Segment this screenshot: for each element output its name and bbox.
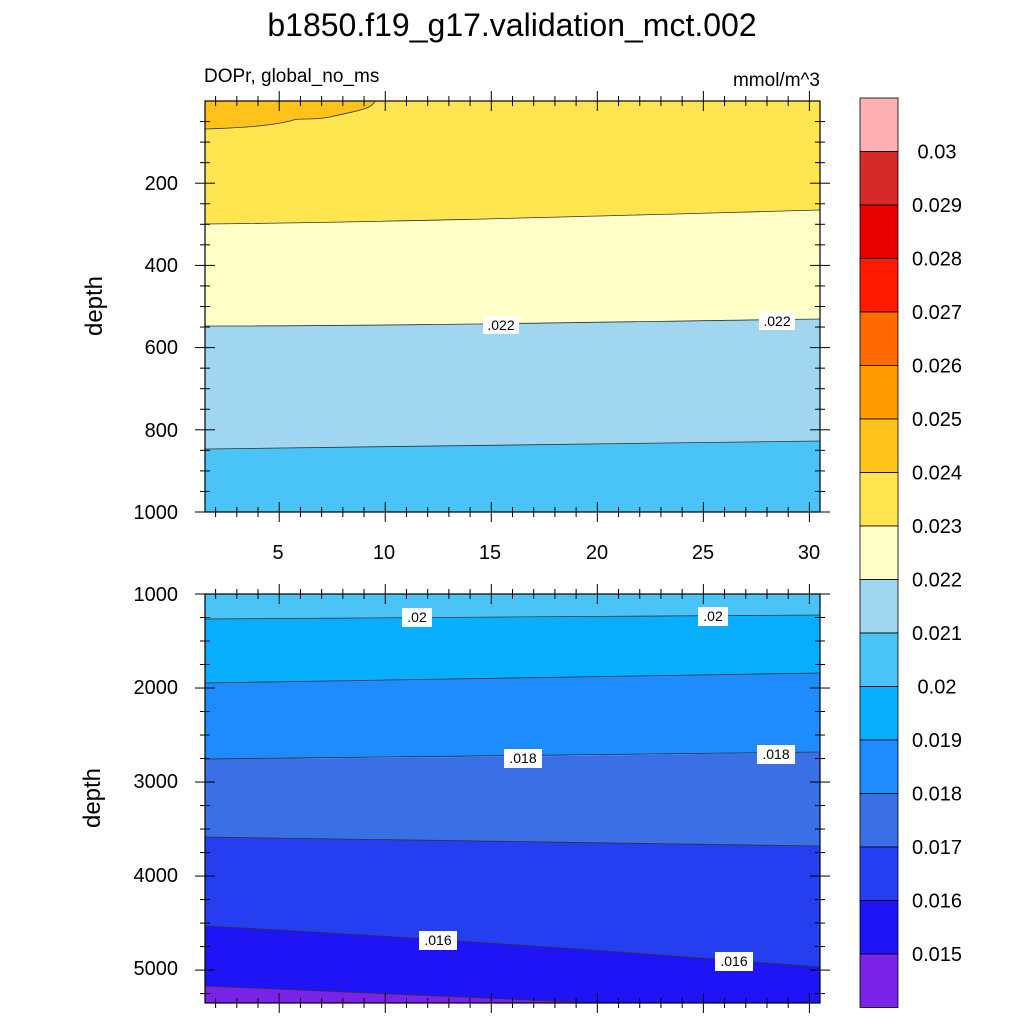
colorbar-swatch bbox=[859, 472, 899, 527]
colorbar-label: 0.026 bbox=[912, 356, 962, 378]
band-0.02-0.021-top bbox=[205, 441, 820, 512]
colorbar-label: 0.018 bbox=[912, 784, 962, 806]
x-tick-label: 25 bbox=[692, 542, 714, 564]
contour-label: .018 bbox=[757, 745, 795, 764]
colorbar-swatch bbox=[859, 953, 899, 1008]
contour-label: .016 bbox=[419, 931, 457, 950]
y-tick-label: 400 bbox=[145, 255, 178, 277]
svg-text:.018: .018 bbox=[762, 746, 789, 762]
colorbar-swatch bbox=[859, 579, 899, 634]
y-tick-label: 600 bbox=[145, 337, 178, 359]
contour-label: .016 bbox=[715, 952, 753, 971]
bottom-contour-fills bbox=[205, 594, 820, 1003]
figure-title: b1850.f19_g17.validation_mct.002 bbox=[267, 7, 756, 43]
y-tick-label: 4000 bbox=[134, 865, 179, 887]
band-0.018-0.019 bbox=[205, 673, 820, 759]
colorbar-swatch bbox=[859, 204, 899, 259]
x-tick-label: 10 bbox=[373, 542, 395, 564]
x-tick-label: 5 bbox=[272, 542, 283, 564]
colorbar-swatch bbox=[859, 311, 899, 366]
top-y-axis-label: depth bbox=[81, 276, 108, 336]
band-0.023-0.024-top bbox=[205, 101, 820, 224]
colorbar-label: 0.019 bbox=[912, 730, 962, 752]
bottom-y-axis-label: depth bbox=[79, 768, 106, 828]
svg-text:.02: .02 bbox=[703, 608, 723, 624]
colorbar-label: 0.028 bbox=[912, 249, 962, 271]
bottom-y-tick-labels: 1000 2000 3000 4000 5000 bbox=[134, 584, 179, 980]
svg-text:.016: .016 bbox=[424, 932, 451, 948]
x-tick-label: 20 bbox=[586, 542, 608, 564]
band-0.017-0.018 bbox=[205, 752, 820, 846]
contour-label: .022 bbox=[483, 316, 519, 334]
y-tick-label: 3000 bbox=[134, 771, 179, 793]
colorbar-label: 0.027 bbox=[912, 302, 962, 324]
colorbar-label: 0.024 bbox=[912, 463, 962, 485]
colorbar-label: 0.025 bbox=[912, 409, 962, 431]
colorbar-swatch bbox=[859, 97, 899, 152]
svg-text:.022: .022 bbox=[487, 317, 514, 333]
colorbar-label: 0.03 bbox=[918, 142, 957, 164]
colorbar-label: 0.023 bbox=[912, 516, 962, 538]
band-0.02-0.021-bottom bbox=[205, 594, 820, 619]
contour-label: .02 bbox=[698, 607, 728, 626]
colorbar-swatch bbox=[859, 258, 899, 313]
y-tick-label: 1000 bbox=[134, 502, 179, 524]
y-tick-label: 1000 bbox=[134, 584, 179, 606]
subtitle-left: DOPr, global_no_ms bbox=[204, 66, 379, 87]
bottom-contour-labels: .02 .02 .018 .018 .016 .016 bbox=[402, 607, 795, 971]
subtitle-right: mmol/m^3 bbox=[733, 70, 820, 91]
colorbar-swatch bbox=[859, 632, 899, 687]
contour-label: .02 bbox=[402, 608, 432, 627]
y-tick-label: 2000 bbox=[134, 677, 179, 699]
svg-text:.02: .02 bbox=[407, 609, 427, 625]
top-x-tick-labels: 5 10 15 20 25 30 bbox=[272, 542, 820, 564]
colorbar-swatch bbox=[859, 418, 899, 473]
colorbar-swatch bbox=[859, 151, 899, 206]
band-0.024-0.025-top bbox=[205, 101, 375, 129]
colorbar-label: 0.022 bbox=[912, 570, 962, 592]
y-tick-label: 800 bbox=[145, 420, 178, 442]
colorbar-label: 0.021 bbox=[912, 623, 962, 645]
colorbar-swatch bbox=[859, 793, 899, 848]
svg-text:.022: .022 bbox=[763, 313, 790, 329]
colorbar-swatch bbox=[859, 365, 899, 420]
bottom-axis-ticks bbox=[195, 584, 830, 1013]
band-0.015-0.016 bbox=[205, 926, 820, 1003]
colorbar-label: 0.02 bbox=[918, 677, 957, 699]
top-panel: .022 .022 200 400 600 800 1000 5 10 15 2… bbox=[81, 91, 830, 564]
svg-text:.016: .016 bbox=[720, 953, 747, 969]
bottom-panel: .02 .02 .018 .018 .016 .016 bbox=[79, 584, 830, 1013]
top-contour-labels: .022 .022 bbox=[483, 312, 795, 334]
svg-text:.018: .018 bbox=[509, 750, 536, 766]
colorbar: 0.03 0.029 0.028 0.027 0.026 0.025 0.024 0.023 0… bbox=[859, 97, 962, 1008]
colorbar-label: 0.015 bbox=[912, 944, 962, 966]
top-axis-ticks bbox=[195, 91, 830, 522]
contour-label: .018 bbox=[504, 749, 542, 768]
colorbar-swatch bbox=[859, 739, 899, 794]
colorbar-swatch bbox=[859, 686, 899, 741]
colorbar-swatch bbox=[859, 846, 899, 901]
colorbar-swatch bbox=[859, 900, 899, 955]
band-0.019-0.02 bbox=[205, 615, 820, 683]
x-tick-label: 30 bbox=[798, 542, 820, 564]
x-tick-label: 15 bbox=[479, 542, 501, 564]
colorbar-label: 0.017 bbox=[912, 837, 962, 859]
top-y-tick-labels: 200 400 600 800 1000 bbox=[134, 173, 179, 524]
colorbar-swatch bbox=[859, 525, 899, 580]
y-tick-label: 5000 bbox=[134, 958, 179, 980]
contour-label: .022 bbox=[759, 312, 795, 330]
y-tick-label: 200 bbox=[145, 173, 178, 195]
band-0.022-0.023-top bbox=[205, 210, 820, 326]
top-contour-fills bbox=[205, 101, 820, 512]
colorbar-label: 0.029 bbox=[912, 195, 962, 217]
band-0.021-0.022-top bbox=[205, 319, 820, 449]
colorbar-label: 0.016 bbox=[912, 891, 962, 913]
